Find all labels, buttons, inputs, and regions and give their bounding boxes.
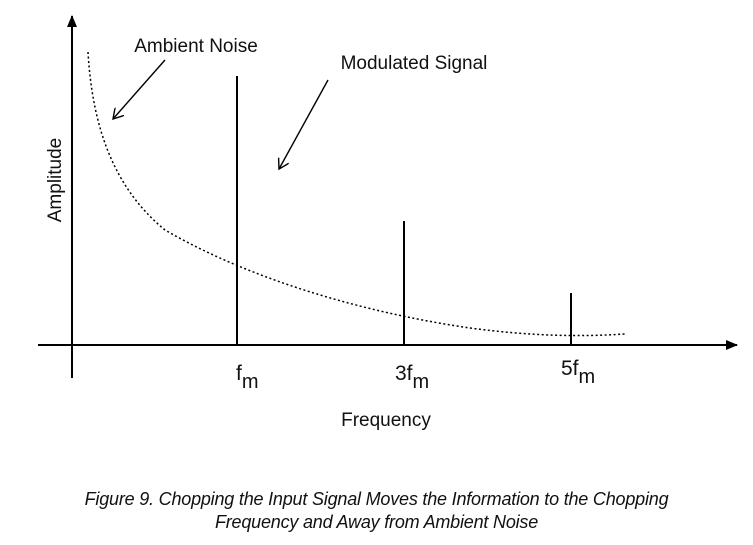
y-axis-label: Amplitude xyxy=(45,138,66,223)
x-axis-label: Frequency xyxy=(341,410,431,431)
modulated-signal-label: Modulated Signal xyxy=(341,53,488,74)
figure-caption-line-1: Figure 9. Chopping the Input Signal Move… xyxy=(84,489,669,509)
figure-caption-line-2: Frequency and Away from Ambient Noise xyxy=(214,512,539,532)
ambient-noise-label: Ambient Noise xyxy=(134,36,258,57)
modulated-signal-pointer-arrow xyxy=(279,79,329,169)
ambient-noise-pointer-arrow xyxy=(113,59,166,119)
ambient-noise-curve xyxy=(87,51,626,337)
tick-label-fm-sub: m xyxy=(242,371,259,393)
tick-label-5fm-base: 5f xyxy=(561,357,579,380)
tick-label-5fm: 5fm xyxy=(561,357,595,388)
tick-label-fm-base: f xyxy=(236,362,242,385)
tick-label-3fm: 3fm xyxy=(395,362,429,393)
tick-label-5fm-sub: m xyxy=(579,366,596,388)
tick-label-3fm-base: 3f xyxy=(395,362,413,385)
tick-label-3fm-sub: m xyxy=(413,371,430,393)
tick-label-fm: fm xyxy=(236,362,259,393)
